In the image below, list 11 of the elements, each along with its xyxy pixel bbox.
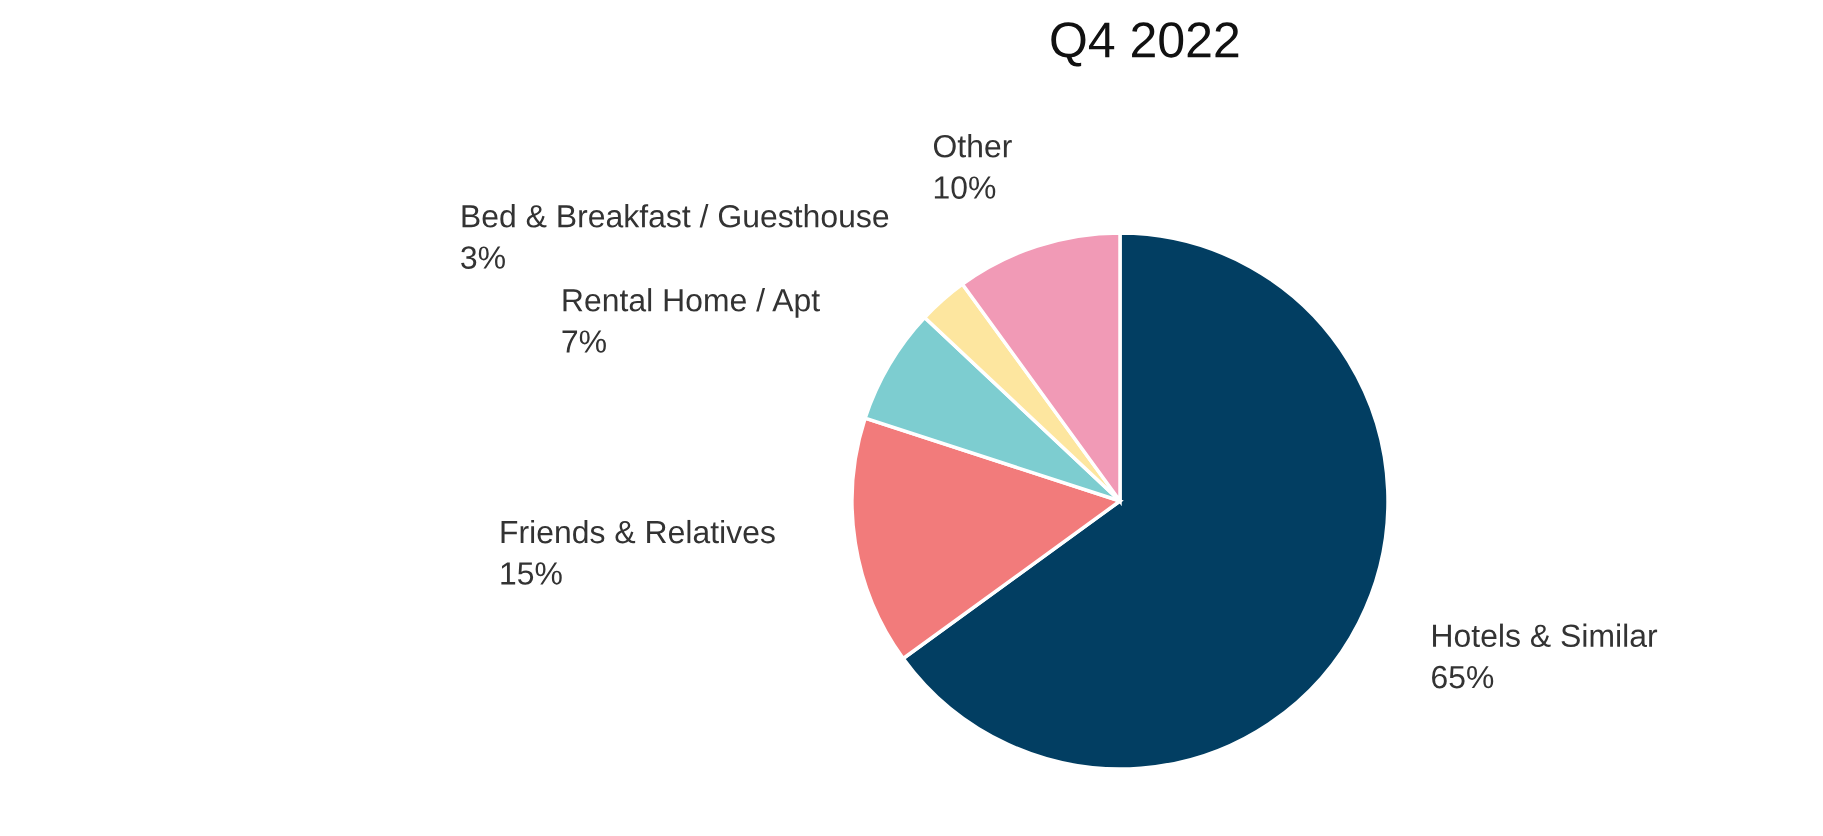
data-label: 3% [461,246,505,269]
data-label: 7% [562,330,606,353]
slice-label: Other [933,134,1012,158]
slice-label: Bed & Breakfast / Guesthouse [462,204,889,228]
slice-label: Hotels & Similar [1433,623,1658,648]
slice-label: Friends & Relatives [501,519,775,544]
slice-label: Rental Home / Apt [563,288,820,318]
data-label: 10% [934,176,996,199]
data-label: 65% [1432,665,1494,689]
chart-title: Q4 2022 [1051,22,1239,67]
data-label: 15% [501,562,562,585]
